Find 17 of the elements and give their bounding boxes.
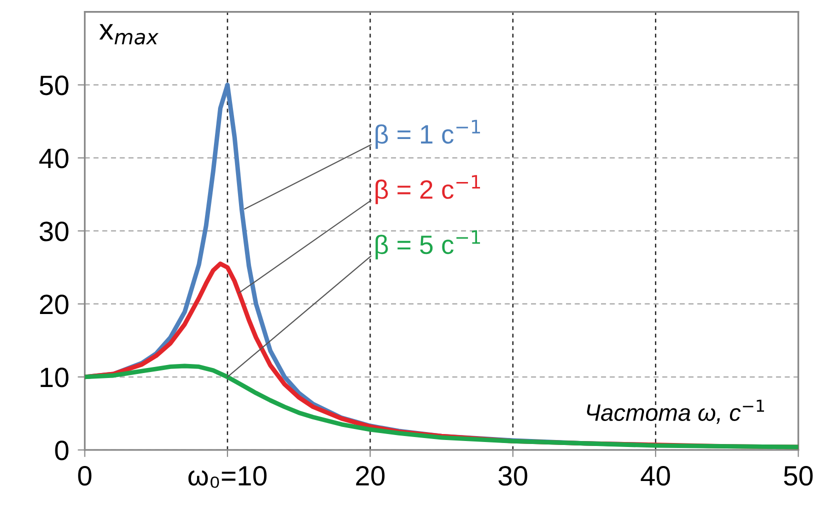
x-tick-label: 50 (784, 466, 813, 486)
y-tick-label: 20 (40, 294, 68, 314)
y-tick-label: 10 (40, 368, 68, 388)
x-tick-label: ω₀=10 (188, 466, 267, 488)
annotation: β = 5 c$^{−1}$ (376, 230, 480, 260)
y-axis-title: x$_{max}$ (99, 24, 159, 45)
x-tick-label: 40 (640, 466, 670, 486)
y-tick-label: 50 (40, 76, 68, 96)
x-tick-label: 0 (78, 466, 92, 486)
x-axis-title: Частота ω, c$^{−1}$ (587, 400, 764, 424)
y-tick-label: 0 (55, 440, 68, 460)
x-tick-label: 20 (356, 466, 385, 486)
y-tick-label: 30 (40, 222, 68, 242)
x-tick-label: 30 (498, 466, 528, 486)
annotation: β = 1 c$^{−1}$ (376, 120, 480, 149)
y-tick-label: 40 (39, 148, 68, 168)
annotation: β = 2 c$^{−1}$ (376, 175, 480, 204)
